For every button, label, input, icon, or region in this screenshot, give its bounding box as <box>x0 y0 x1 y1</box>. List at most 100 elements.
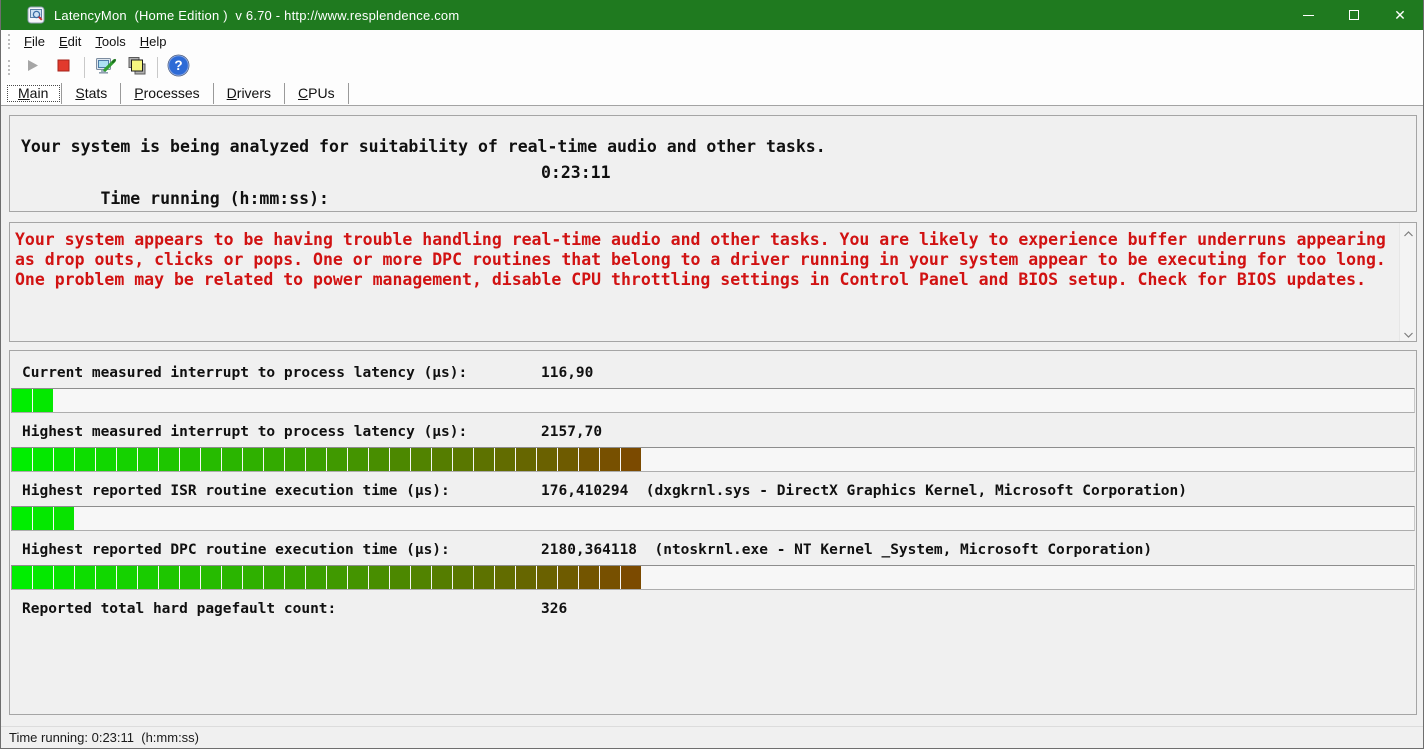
window-controls: ✕ <box>1285 0 1423 30</box>
tab-cpus[interactable]: CPUs <box>285 83 349 104</box>
latency-bar <box>11 506 1415 531</box>
scroll-down-button[interactable] <box>1400 324 1416 341</box>
latency-bar-segment <box>201 566 221 589</box>
latency-bar-segment <box>33 448 53 471</box>
latency-bar-segment <box>558 448 578 471</box>
svg-text:?: ? <box>174 58 182 73</box>
measurements-panel: Current measured interrupt to process la… <box>9 350 1417 715</box>
latency-bar-segment <box>558 566 578 589</box>
measurement-value: 176,410294 (dxgkrnl.sys - DirectX Graphi… <box>541 483 1188 499</box>
tab-drivers[interactable]: Drivers <box>214 83 286 104</box>
latency-bar-segment <box>600 566 620 589</box>
latency-bar-segment <box>390 566 410 589</box>
latency-bar-segment <box>495 448 515 471</box>
latency-bar-segment <box>306 448 326 471</box>
latency-bar-segment <box>75 566 95 589</box>
time-running-value: 0:23:11 <box>541 163 611 182</box>
menu-file[interactable]: File <box>24 33 45 49</box>
toolbar: ? <box>1 52 1423 82</box>
latency-bar-segment <box>453 566 473 589</box>
warning-panel: Your system appears to be having trouble… <box>9 222 1417 342</box>
latencymon-app-icon <box>27 6 45 24</box>
latency-bar-segment <box>264 566 284 589</box>
start-monitor-button[interactable] <box>19 54 46 80</box>
latency-bar-segment <box>222 448 242 471</box>
menu-help[interactable]: Help <box>139 33 167 49</box>
measurement-row: Highest measured interrupt to process la… <box>10 421 1416 472</box>
play-icon <box>25 58 40 76</box>
latency-bar-segment <box>327 448 347 471</box>
maximize-button[interactable] <box>1331 0 1377 30</box>
latency-bar <box>11 447 1415 472</box>
toolbar-separator <box>84 56 85 78</box>
titlebar[interactable]: LatencyMon (Home Edition ) v 6.70 - http… <box>1 0 1423 30</box>
latency-bar-segment <box>138 448 158 471</box>
measurement-label: Highest measured interrupt to process la… <box>22 424 468 440</box>
latency-bar-segment <box>243 566 263 589</box>
latency-bar-segment <box>516 566 536 589</box>
latency-bar-segment <box>432 566 452 589</box>
latency-bar-segment <box>621 448 641 471</box>
warning-text-line: Your system appears to be having trouble… <box>15 230 1386 249</box>
latency-bar-segment <box>75 448 95 471</box>
latency-bar-segment <box>579 448 599 471</box>
tab-main[interactable]: Main <box>5 83 63 104</box>
latency-bar-segment <box>33 507 53 530</box>
close-icon: ✕ <box>1394 7 1406 23</box>
latency-bar-segment <box>306 566 326 589</box>
help-button[interactable]: ? <box>165 54 192 80</box>
latency-bar-segment <box>264 448 284 471</box>
stop-monitor-button[interactable] <box>50 54 77 80</box>
latency-bar <box>11 388 1415 413</box>
analysis-status-line: Your system is being analyzed for suitab… <box>21 137 826 156</box>
tools-options-button[interactable] <box>92 54 119 80</box>
measurement-value: 2180,364118 (ntoskrnl.exe - NT Kernel _S… <box>541 542 1153 558</box>
latency-bar-segment <box>600 448 620 471</box>
measurement-value: 326 <box>541 601 568 617</box>
menu-tools[interactable]: Tools <box>95 33 126 49</box>
warning-text-line: One problem may be related to power mana… <box>15 270 1367 289</box>
menubar-gripper <box>8 33 12 49</box>
maximize-icon <box>1349 10 1359 20</box>
measurement-value: 116,90 <box>541 365 594 381</box>
latency-bar-segment <box>222 566 242 589</box>
statusbar-text: Time running: 0:23:11 (h:mm:ss) <box>9 730 200 745</box>
chevron-up-icon <box>1403 223 1413 241</box>
latency-bar-segment <box>33 566 53 589</box>
latency-bar-segment <box>432 448 452 471</box>
help-icon: ? <box>167 54 190 80</box>
latency-bar-segment <box>138 566 158 589</box>
latency-bar <box>11 565 1415 590</box>
latency-bar-segment <box>33 389 53 412</box>
close-button[interactable]: ✕ <box>1377 0 1423 30</box>
latency-bar-segment <box>327 566 347 589</box>
toolbar-gripper <box>8 59 12 75</box>
latency-bar-segment <box>180 566 200 589</box>
latency-bar-segment <box>411 566 431 589</box>
latency-bar-segment <box>54 507 74 530</box>
latency-bar-segment <box>369 448 389 471</box>
copy-report-button[interactable] <box>123 54 150 80</box>
copy-report-icon <box>126 55 148 80</box>
latency-bar-segment <box>117 566 137 589</box>
statusbar: Time running: 0:23:11 (h:mm:ss) <box>1 726 1423 748</box>
stop-icon <box>56 58 71 76</box>
menu-edit[interactable]: Edit <box>58 33 82 49</box>
warning-scrollbar[interactable] <box>1399 223 1416 341</box>
tab-stats[interactable]: Stats <box>62 83 122 104</box>
tabstrip: Main Stats Processes Drivers CPUs <box>1 82 1423 106</box>
analysis-status-panel: Your system is being analyzed for suitab… <box>9 115 1417 212</box>
scroll-up-button[interactable] <box>1400 223 1416 240</box>
latency-bar-segment <box>285 566 305 589</box>
latency-bar-segment <box>411 448 431 471</box>
latency-bar-segment <box>159 566 179 589</box>
analyzer-tools-icon <box>95 55 117 80</box>
latency-bar-segment <box>243 448 263 471</box>
main-content: Your system is being analyzed for suitab… <box>1 106 1423 726</box>
tab-processes[interactable]: Processes <box>121 83 214 104</box>
latency-bar-segment <box>180 448 200 471</box>
time-running-label: Time running (h:mm:ss): <box>100 189 329 208</box>
latency-bar-segment <box>579 566 599 589</box>
minimize-button[interactable] <box>1285 0 1331 30</box>
